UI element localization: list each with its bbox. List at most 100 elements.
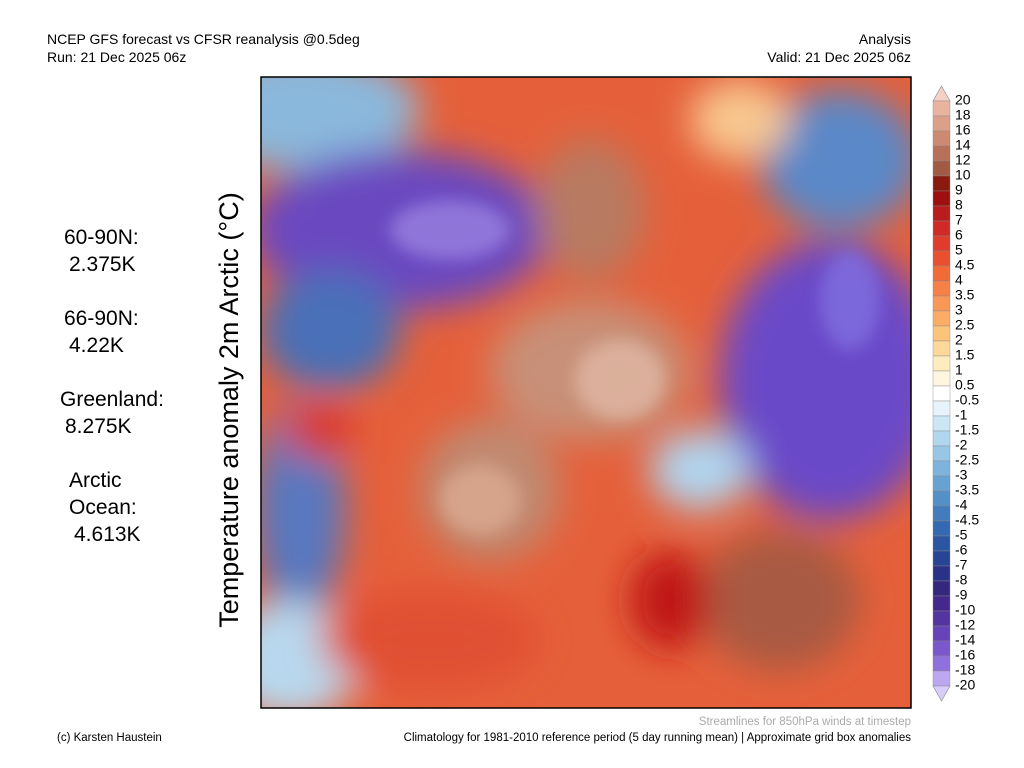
colorbar-label: -1.5 <box>955 422 979 438</box>
colorbar-label: 3.5 <box>955 287 975 303</box>
colorbar: 201816141210987654.543.532.521.510.5-0.5… <box>932 85 979 702</box>
colorbar-band <box>932 475 951 492</box>
colorbar-band <box>932 160 951 177</box>
header-line: Analysis <box>859 31 911 47</box>
colorbar-band <box>932 625 951 642</box>
colorbar-band <box>932 235 951 252</box>
colorbar-band <box>932 580 951 597</box>
stat-line: Arctic <box>69 469 122 492</box>
header-line: Valid: 21 Dec 2025 06z <box>767 49 911 65</box>
colorbar-label: -7 <box>955 557 968 573</box>
colorbar-label: -14 <box>955 632 975 648</box>
colorbar-label: -3.5 <box>955 482 979 498</box>
stat-line: 4.613K <box>74 523 141 546</box>
stat-line: 60-90N: <box>64 226 139 249</box>
colorbar-band <box>932 250 951 267</box>
colorbar-band <box>932 295 951 312</box>
colorbar-label: -1 <box>955 407 968 423</box>
header-line: Run: 21 Dec 2025 06z <box>47 49 186 65</box>
colorbar-label: 4.5 <box>955 257 975 273</box>
stat-line: 66-90N: <box>64 307 139 330</box>
footer-note: Streamlines for 850hPa winds at timestep <box>699 716 911 728</box>
colorbar-label: 5 <box>955 242 963 258</box>
colorbar-band <box>932 190 951 207</box>
footer-climatology: Climatology for 1981-2010 reference peri… <box>404 732 912 744</box>
colorbar-band <box>932 340 951 357</box>
header-line: NCEP GFS forecast vs CFSR reanalysis @0.… <box>47 31 360 47</box>
colorbar-label: 18 <box>955 107 971 123</box>
colorbar-band <box>932 670 951 687</box>
colorbar-band <box>932 220 951 237</box>
colorbar-label: 14 <box>955 137 971 153</box>
colorbar-label: 2 <box>955 332 963 348</box>
colorbar-band <box>932 595 951 612</box>
colorbar-band <box>932 280 951 297</box>
colorbar-band <box>932 505 951 522</box>
colorbar-band <box>932 415 951 432</box>
colorbar-band <box>932 460 951 477</box>
colorbar-band <box>932 430 951 447</box>
colorbar-label: -20 <box>955 677 975 693</box>
colorbar-label: -0.5 <box>955 392 979 408</box>
colorbar-label: 12 <box>955 152 971 168</box>
colorbar-label: 6 <box>955 227 963 243</box>
colorbar-band <box>932 265 951 282</box>
stat-line: Greenland: <box>60 388 164 411</box>
colorbar-label: -8 <box>955 572 968 588</box>
colorbar-label: -3 <box>955 467 968 483</box>
colorbar-label: 4 <box>955 272 963 288</box>
colorbar-label: -10 <box>955 602 975 618</box>
colorbar-band <box>932 535 951 552</box>
colorbar-label: 16 <box>955 122 971 138</box>
colorbar-label: 8 <box>955 197 963 213</box>
colorbar-band <box>932 325 951 342</box>
colorbar-over <box>932 85 951 102</box>
map-frame <box>260 76 912 709</box>
stat-line: 4.22K <box>69 334 124 357</box>
colorbar-label: -18 <box>955 662 975 678</box>
colorbar-band <box>932 655 951 672</box>
colorbar-label: 9 <box>955 182 963 198</box>
colorbar-label: -5 <box>955 527 968 543</box>
colorbar-label: -2 <box>955 437 968 453</box>
colorbar-band <box>932 145 951 162</box>
stat-line: 8.275K <box>65 415 132 438</box>
colorbar-band <box>932 640 951 657</box>
colorbar-band <box>932 385 951 402</box>
colorbar-label: -4.5 <box>955 512 979 528</box>
colorbar-label: 1 <box>955 362 963 378</box>
colorbar-band <box>932 115 951 132</box>
colorbar-under <box>932 685 951 702</box>
colorbar-band <box>932 445 951 462</box>
colorbar-label: -9 <box>955 587 968 603</box>
colorbar-band <box>932 550 951 567</box>
colorbar-label: -2.5 <box>955 452 979 468</box>
colorbar-label: -12 <box>955 617 975 633</box>
colorbar-band <box>932 310 951 327</box>
colorbar-band <box>932 400 951 417</box>
colorbar-label: -4 <box>955 497 968 513</box>
colorbar-band <box>932 490 951 507</box>
colorbar-label: 3 <box>955 302 963 318</box>
colorbar-band <box>932 355 951 372</box>
colorbar-band <box>932 370 951 387</box>
colorbar-label: 2.5 <box>955 317 975 333</box>
colorbar-label: 1.5 <box>955 347 975 363</box>
stat-line: Ocean: <box>69 496 137 519</box>
colorbar-label: -6 <box>955 542 968 558</box>
colorbar-band <box>932 175 951 192</box>
stat-line: 2.375K <box>69 253 136 276</box>
colorbar-band <box>932 130 951 147</box>
colorbar-band <box>932 205 951 222</box>
colorbar-label: -16 <box>955 647 975 663</box>
colorbar-band <box>932 100 951 117</box>
colorbar-band <box>932 520 951 537</box>
colorbar-label: 0.5 <box>955 377 975 393</box>
colorbar-label: 7 <box>955 212 963 228</box>
colorbar-label: 20 <box>955 92 971 108</box>
colorbar-label: 10 <box>955 167 971 183</box>
anomaly-map <box>261 77 911 708</box>
axis-title: Temperature anomaly 2m Arctic (°C) <box>214 192 244 627</box>
footer-credit: (c) Karsten Haustein <box>57 732 162 744</box>
